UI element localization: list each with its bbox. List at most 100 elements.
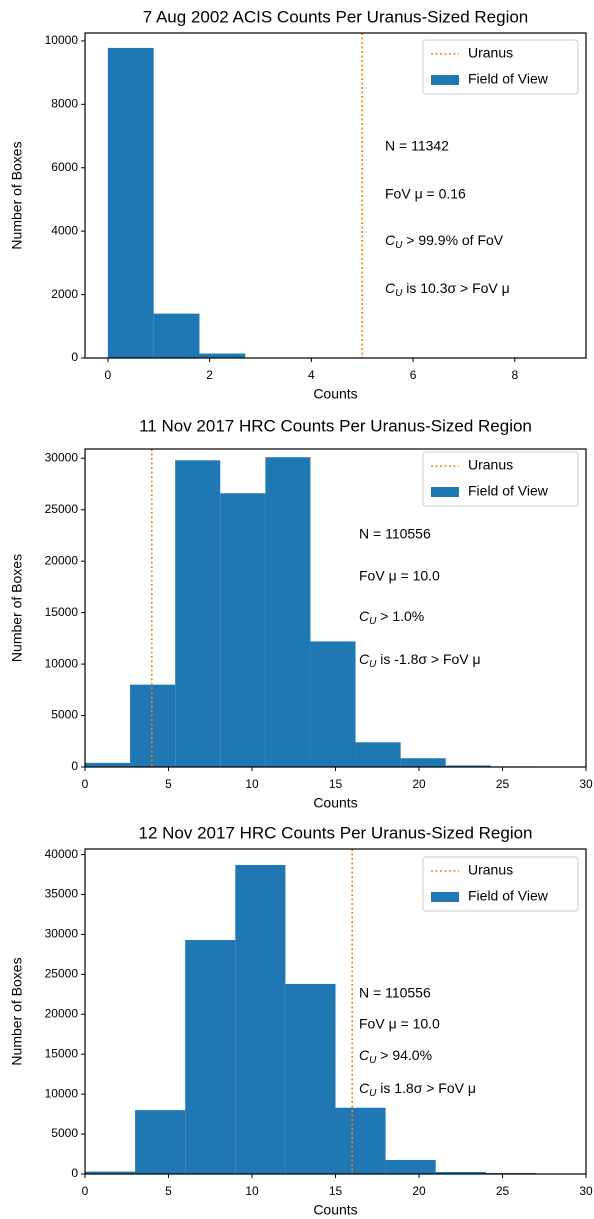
legend-label: Field of View xyxy=(468,888,549,904)
y-tick-label: 10000 xyxy=(45,656,79,670)
x-tick-label: 0 xyxy=(82,777,89,791)
y-tick-label: 25000 xyxy=(45,502,79,516)
x-axis-label: Counts xyxy=(313,795,357,811)
bar xyxy=(310,641,356,767)
bar xyxy=(435,1172,486,1174)
annotation: N = 110556 xyxy=(359,985,431,1001)
annotation-subscript: U xyxy=(395,288,403,299)
y-tick-label: 2000 xyxy=(51,287,78,301)
y-tick-label: 35000 xyxy=(45,887,79,901)
y-tick-label: 0 xyxy=(71,759,78,773)
x-tick-label: 5 xyxy=(165,777,172,791)
y-axis-label: Number of Boxes xyxy=(9,554,25,662)
bar xyxy=(85,1171,136,1174)
y-tick-label: 8000 xyxy=(51,97,78,111)
annotation-subscript: U xyxy=(369,1088,377,1099)
annotation: N = 110556 xyxy=(359,526,431,542)
legend-box xyxy=(422,451,579,507)
legend-label: Field of View xyxy=(468,483,549,499)
y-tick-label: 6000 xyxy=(51,160,78,174)
annotation-text: > 99.9% of FoV xyxy=(402,232,503,248)
bar xyxy=(153,313,200,358)
annotation: CU > 94.0% xyxy=(359,1047,432,1066)
bar xyxy=(235,864,286,1174)
legend-box xyxy=(422,856,579,912)
y-tick-label: 10000 xyxy=(45,33,79,47)
bar xyxy=(185,940,236,1174)
y-tick-label: 15000 xyxy=(45,605,79,619)
annotation-symbol: C xyxy=(359,1080,370,1096)
bar xyxy=(445,765,491,767)
x-tick-label: 5 xyxy=(165,1184,172,1198)
y-tick-label: 20000 xyxy=(45,1006,79,1020)
bar xyxy=(220,493,266,767)
y-tick-label: 30000 xyxy=(45,450,79,464)
legend-swatch xyxy=(431,892,459,902)
annotation: CU is 10.3σ > FoV μ xyxy=(385,280,510,299)
annotation-text: is 10.3σ > FoV μ xyxy=(402,280,509,296)
x-tick-label: 15 xyxy=(329,777,343,791)
y-tick-label: 15000 xyxy=(45,1046,79,1060)
annotation: FoV μ = 0.16 xyxy=(385,186,466,202)
y-axis-label: Number of Boxes xyxy=(9,141,25,249)
bar xyxy=(355,742,401,767)
annotation-text: is 1.8σ > FoV μ xyxy=(376,1080,476,1096)
x-tick-label: 0 xyxy=(105,368,112,382)
bar xyxy=(285,983,336,1174)
annotation-subscript: U xyxy=(369,1055,377,1066)
annotation: FoV μ = 10.0 xyxy=(359,568,440,584)
annotation-subscript: U xyxy=(395,240,403,251)
x-tick-label: 25 xyxy=(496,777,510,791)
chart-title: 7 Aug 2002 ACIS Counts Per Uranus-Sized … xyxy=(143,7,529,26)
y-tick-label: 5000 xyxy=(51,1126,78,1140)
bar xyxy=(385,1160,436,1174)
chart: 11 Nov 2017 HRC Counts Per Uranus-Sized … xyxy=(9,416,593,810)
bar xyxy=(130,684,176,767)
chart-title: 11 Nov 2017 HRC Counts Per Uranus-Sized … xyxy=(139,416,532,435)
y-tick-label: 5000 xyxy=(51,708,78,722)
axes-frame xyxy=(84,32,587,359)
x-tick-label: 10 xyxy=(245,1184,259,1198)
annotation-text: > 1.0% xyxy=(376,608,424,624)
legend-swatch xyxy=(431,487,459,497)
x-tick-label: 30 xyxy=(579,777,593,791)
annotation: N = 11342 xyxy=(385,138,449,154)
y-tick-label: 4000 xyxy=(51,223,78,237)
x-tick-label: 2 xyxy=(206,368,213,382)
x-tick-label: 6 xyxy=(410,368,417,382)
bar xyxy=(335,1107,386,1174)
legend-label: Uranus xyxy=(468,45,513,61)
bar xyxy=(265,457,311,767)
y-axis-label: Number of Boxes xyxy=(9,957,25,1065)
x-tick-label: 30 xyxy=(579,1184,593,1198)
legend-swatch xyxy=(431,75,459,85)
chart-title: 12 Nov 2017 HRC Counts Per Uranus-Sized … xyxy=(138,823,532,842)
annotation-symbol: C xyxy=(359,651,370,667)
legend-box xyxy=(422,39,579,95)
y-tick-label: 10000 xyxy=(45,1086,79,1100)
annotation: FoV μ = 10.0 xyxy=(359,1016,440,1032)
annotation: CU > 1.0% xyxy=(359,608,424,627)
bar xyxy=(199,353,246,358)
legend-label: Uranus xyxy=(468,862,513,878)
y-tick-label: 20000 xyxy=(45,553,79,567)
legend-label: Field of View xyxy=(468,71,549,87)
bar xyxy=(107,47,154,359)
annotation-subscript: U xyxy=(369,659,377,670)
x-tick-label: 20 xyxy=(412,1184,426,1198)
y-tick-label: 40000 xyxy=(45,847,79,861)
annotation: CU is 1.8σ > FoV μ xyxy=(359,1080,476,1099)
annotation-symbol: C xyxy=(359,608,370,624)
annotation-text: is -1.8σ > FoV μ xyxy=(376,651,480,667)
x-axis-label: Counts xyxy=(313,386,357,402)
x-tick-label: 4 xyxy=(308,368,315,382)
y-tick-label: 30000 xyxy=(45,927,79,941)
bar xyxy=(135,1110,186,1174)
x-tick-label: 25 xyxy=(496,1184,510,1198)
x-axis-label: Counts xyxy=(313,1202,357,1218)
legend-label: Uranus xyxy=(468,457,513,473)
x-tick-label: 0 xyxy=(82,1184,89,1198)
y-tick-label: 25000 xyxy=(45,967,79,981)
annotation-subscript: U xyxy=(369,616,377,627)
